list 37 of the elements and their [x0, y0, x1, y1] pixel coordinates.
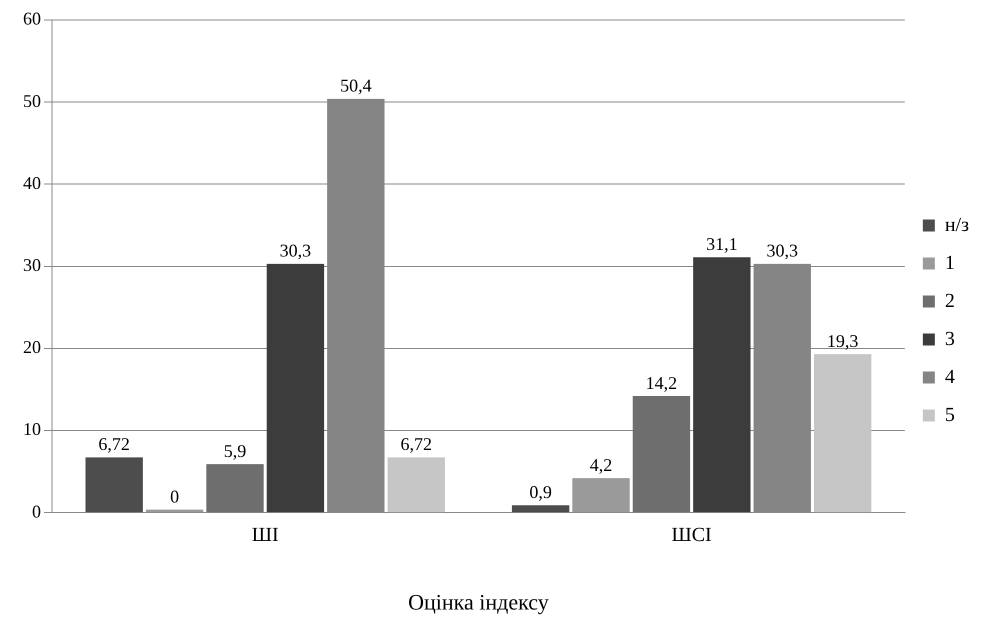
data-label: 31,1 [706, 234, 738, 254]
data-label: 14,2 [646, 372, 678, 393]
y-tick-label: 40 [23, 172, 41, 193]
legend-label: 4 [944, 366, 955, 388]
x-tick-label: ШІ [252, 524, 279, 546]
data-label: 50,4 [340, 76, 372, 96]
bar [572, 478, 630, 512]
x-axis-title: Оцінка індексу [408, 590, 549, 615]
bar [814, 354, 872, 512]
data-label: 6,72 [98, 434, 130, 454]
bar [206, 464, 264, 512]
legend-label: 1 [944, 252, 955, 274]
bar [266, 264, 324, 512]
legend-label: 2 [944, 290, 955, 312]
data-label: 19,3 [826, 330, 858, 351]
y-tick-label: 60 [23, 8, 41, 29]
bar [85, 457, 143, 512]
data-label: 0,9 [529, 482, 552, 502]
y-tick-label: 0 [32, 501, 41, 522]
data-label: 6,72 [400, 434, 432, 454]
y-tick-label: 30 [23, 255, 41, 276]
x-tick-label: ШСІ [672, 524, 712, 546]
data-label: 30,3 [766, 240, 798, 261]
bar [512, 505, 570, 512]
legend-label: н/з [944, 214, 970, 236]
bar [632, 396, 690, 512]
y-tick-label: 20 [23, 337, 41, 358]
data-label: 30,3 [280, 240, 312, 261]
data-label: 4,2 [590, 454, 612, 475]
bar [693, 257, 751, 512]
legend-label: 3 [944, 328, 955, 350]
data-label: 0 [170, 486, 180, 506]
y-tick-label: 10 [23, 419, 41, 440]
y-tick-label: 50 [23, 90, 41, 111]
bar [388, 457, 445, 512]
data-label: 5,9 [224, 440, 246, 461]
legend-label: 5 [944, 404, 955, 426]
